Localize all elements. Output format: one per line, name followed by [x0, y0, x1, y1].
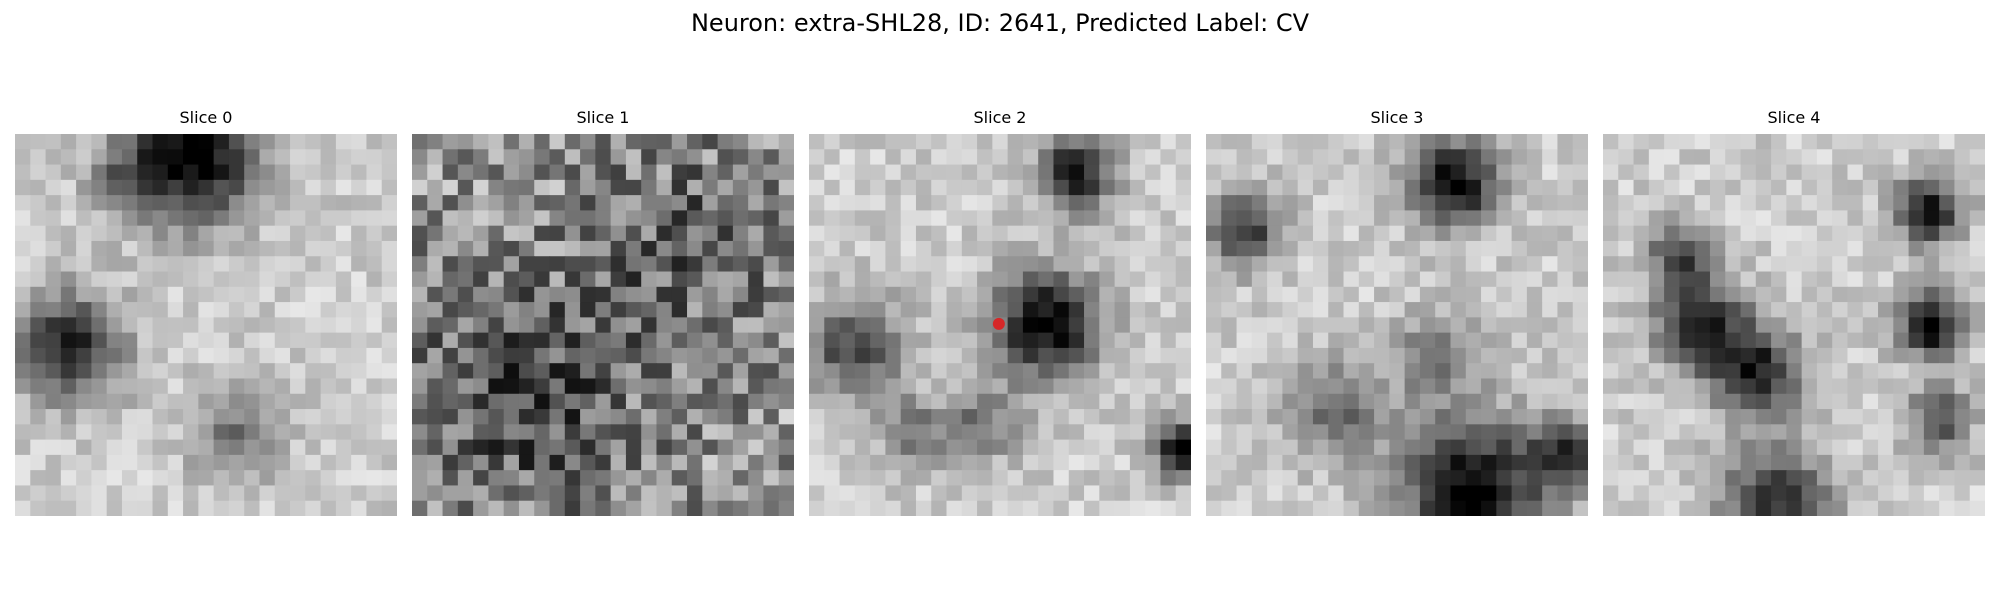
slice-panel-0: Slice 0 [15, 108, 397, 516]
slice-panel-4: Slice 4 [1603, 108, 1985, 516]
soma-center-marker [992, 317, 1005, 330]
slice-title-3: Slice 3 [1370, 108, 1424, 127]
slice-image-3 [1206, 134, 1588, 516]
slice-image-4 [1603, 134, 1985, 516]
slice-image-0 [15, 134, 397, 516]
slice-title-0: Slice 0 [179, 108, 233, 127]
slice-title-1: Slice 1 [576, 108, 630, 127]
slice-image-1 [412, 134, 794, 516]
figure-title: Neuron: extra-SHL28, ID: 2641, Predicted… [690, 9, 1310, 37]
slice-panel-3: Slice 3 [1206, 108, 1588, 516]
slice-title-4: Slice 4 [1767, 108, 1821, 127]
slice-panel-1: Slice 1 [412, 108, 794, 516]
slice-title-2: Slice 2 [973, 108, 1027, 127]
slice-image-2 [809, 134, 1191, 516]
slice-panel-2: Slice 2 [809, 108, 1191, 516]
